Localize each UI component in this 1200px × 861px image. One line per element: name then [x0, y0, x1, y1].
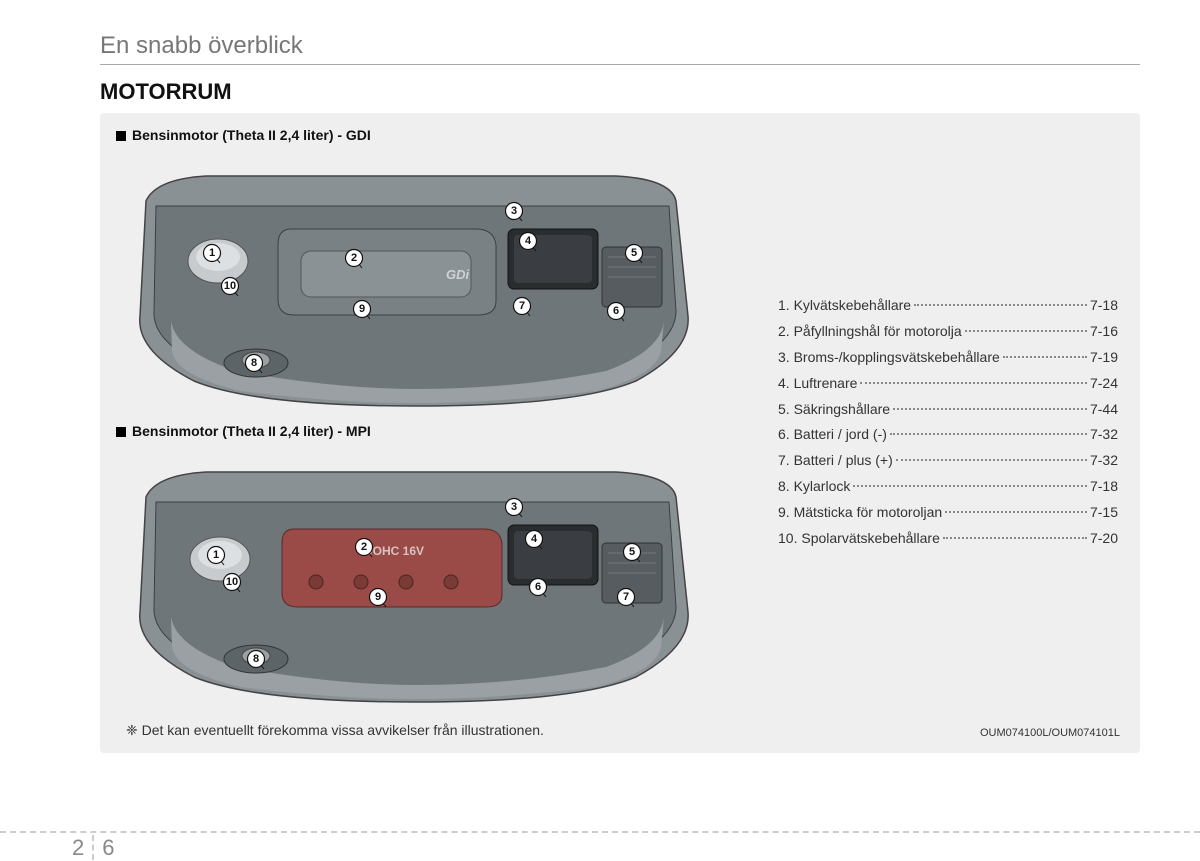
legend-page-ref: 7-44 [1090, 397, 1118, 423]
svg-text:7: 7 [623, 591, 629, 603]
legend-leader [896, 459, 1087, 461]
legend-item: 8. Kylarlock 7-18 [778, 474, 1118, 500]
svg-text:1: 1 [209, 247, 215, 259]
legend-leader [914, 304, 1087, 306]
engine1-svg: GDi 1 10 2 9 3 4 7 5 6 8 [116, 151, 706, 411]
engine1-label: Bensinmotor (Theta II 2,4 liter) - GDI [116, 127, 1124, 143]
legend-label: 9. Mätsticka för motoroljan [778, 500, 942, 526]
image-code: OUM074100L/OUM074101L [980, 727, 1120, 739]
svg-text:GDi: GDi [446, 267, 470, 282]
svg-text:6: 6 [613, 305, 619, 317]
legend-leader [853, 485, 1087, 487]
legend-leader [945, 511, 1087, 513]
disclaimer-icon: ❈ [126, 722, 138, 738]
legend-leader [943, 537, 1087, 539]
svg-text:4: 4 [531, 533, 538, 545]
legend-leader [860, 382, 1087, 384]
legend-item: 1. Kylvätskebehållare 7-18 [778, 293, 1118, 319]
svg-text:2: 2 [361, 541, 367, 553]
running-header: En snabb överblick [100, 32, 1140, 65]
svg-text:4: 4 [525, 235, 532, 247]
legend-leader [890, 433, 1087, 435]
legend-label: 5. Säkringshållare [778, 397, 890, 423]
svg-text:1: 1 [213, 549, 219, 561]
legend-label: 2. Påfyllningshål för motorolja [778, 319, 962, 345]
svg-text:9: 9 [375, 591, 381, 603]
legend-page-ref: 7-15 [1090, 500, 1118, 526]
legend-page-ref: 7-24 [1090, 371, 1118, 397]
svg-text:3: 3 [511, 501, 517, 513]
legend-page-ref: 7-18 [1090, 474, 1118, 500]
bullet-icon [116, 131, 126, 141]
legend-page-ref: 7-20 [1090, 526, 1118, 552]
legend-item: 7. Batteri / plus (+) 7-32 [778, 448, 1118, 474]
engine1-diagram: GDi 1 10 2 9 3 4 7 5 6 8 [116, 151, 706, 411]
legend-item: 9. Mätsticka för motoroljan 7-15 [778, 500, 1118, 526]
svg-text:8: 8 [253, 653, 259, 665]
legend-leader [893, 408, 1087, 410]
legend-label: 10. Spolarvätskebehållare [778, 526, 940, 552]
disclaimer: ❈ Det kan eventuellt förekomma vissa avv… [126, 722, 544, 739]
legend-page-ref: 7-32 [1090, 422, 1118, 448]
legend-label: 3. Broms-/kopplingsvätskebehållare [778, 345, 1000, 371]
svg-text:9: 9 [359, 303, 365, 315]
legend-leader [1003, 356, 1087, 358]
legend-item: 5. Säkringshållare 7-44 [778, 397, 1118, 423]
engine2-svg: DOHC 16V 11029346578 [116, 447, 706, 707]
engine2-diagram: DOHC 16V 11029346578 [116, 447, 706, 707]
svg-text:2: 2 [351, 252, 357, 264]
legend-label: 1. Kylvätskebehållare [778, 293, 911, 319]
legend-page-ref: 7-16 [1090, 319, 1118, 345]
disclaimer-text: Det kan eventuellt förekomma vissa avvik… [142, 722, 544, 738]
engine1-label-text: Bensinmotor (Theta II 2,4 liter) - GDI [132, 127, 371, 143]
page-number: 26 [72, 835, 115, 861]
legend-label: 7. Batteri / plus (+) [778, 448, 893, 474]
legend-item: 3. Broms-/kopplingsvätskebehållare 7-19 [778, 345, 1118, 371]
legend-item: 6. Batteri / jord (-) 7-32 [778, 422, 1118, 448]
section-title: MOTORRUM [100, 79, 1140, 105]
content-panel: Bensinmotor (Theta II 2,4 liter) - GDI G… [100, 113, 1140, 753]
svg-text:10: 10 [224, 280, 236, 292]
svg-text:3: 3 [511, 205, 517, 217]
legend-label: 8. Kylarlock [778, 474, 850, 500]
svg-text:5: 5 [631, 247, 637, 259]
legend-list: 1. Kylvätskebehållare7-182. Påfyllningsh… [778, 293, 1118, 552]
engine2-label-text: Bensinmotor (Theta II 2,4 liter) - MPI [132, 423, 371, 439]
legend-page-ref: 7-32 [1090, 448, 1118, 474]
legend-page-ref: 7-19 [1090, 345, 1118, 371]
svg-text:8: 8 [251, 357, 257, 369]
page-num: 6 [94, 835, 114, 860]
chapter-num: 2 [72, 835, 94, 860]
legend-item: 2. Påfyllningshål för motorolja 7-16 [778, 319, 1118, 345]
legend-item: 10. Spolarvätskebehållare 7-20 [778, 526, 1118, 552]
legend-item: 4. Luftrenare 7-24 [778, 371, 1118, 397]
bullet-icon [116, 427, 126, 437]
legend-leader [965, 330, 1087, 332]
svg-text:10: 10 [226, 576, 238, 588]
svg-text:7: 7 [519, 300, 525, 312]
legend-label: 6. Batteri / jord (-) [778, 422, 887, 448]
svg-text:6: 6 [535, 581, 541, 593]
page-footer: 26 [0, 831, 1200, 833]
legend-page-ref: 7-18 [1090, 293, 1118, 319]
legend-label: 4. Luftrenare [778, 371, 857, 397]
svg-text:5: 5 [629, 546, 635, 558]
